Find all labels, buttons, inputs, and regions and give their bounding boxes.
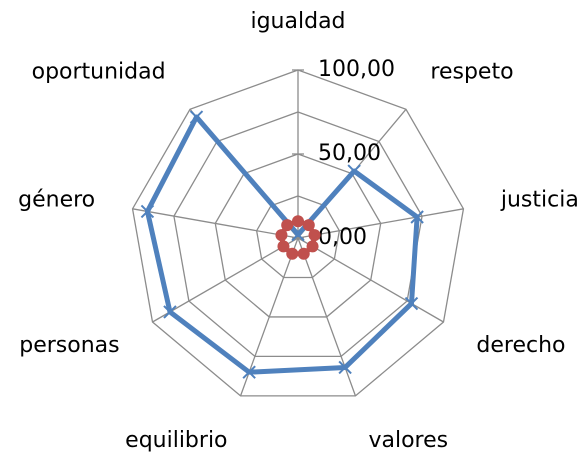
spoke <box>297 237 444 323</box>
marker <box>410 210 424 224</box>
marker <box>347 164 361 178</box>
series-line <box>144 114 420 375</box>
marker <box>306 240 319 253</box>
marker <box>297 247 310 260</box>
spoke <box>239 237 299 397</box>
category-label: derecho <box>476 333 565 358</box>
category-label: valores <box>368 428 448 452</box>
grid-ring <box>255 195 341 279</box>
category-label: género <box>18 187 95 212</box>
category-label: oportunidad <box>32 60 166 85</box>
marker <box>302 219 315 232</box>
marker <box>286 247 299 260</box>
category-label: justicia <box>500 187 579 212</box>
grid-ring <box>214 153 382 318</box>
marker <box>140 204 155 219</box>
spoke <box>132 208 299 239</box>
spoke <box>152 237 299 323</box>
y-tick-label: 100,00 <box>318 57 395 82</box>
y-tick-label: 0,00 <box>318 225 367 250</box>
spoke <box>297 208 464 239</box>
marker <box>242 365 256 379</box>
grid-ring <box>131 69 465 397</box>
marker <box>275 229 288 242</box>
grid-ring <box>173 111 423 358</box>
marker <box>163 305 177 319</box>
marker <box>292 215 304 228</box>
category-label: respeto <box>430 60 513 85</box>
marker <box>404 296 419 311</box>
category-label: personas <box>19 333 119 358</box>
marker <box>291 227 305 242</box>
category-label: equilibrio <box>125 428 227 452</box>
marker <box>308 229 321 242</box>
y-tick-label: 50,00 <box>318 141 381 166</box>
marker <box>281 219 294 232</box>
marker <box>189 110 204 124</box>
marker <box>338 360 352 375</box>
category-label: igualdad <box>250 9 345 34</box>
marker <box>277 240 290 253</box>
